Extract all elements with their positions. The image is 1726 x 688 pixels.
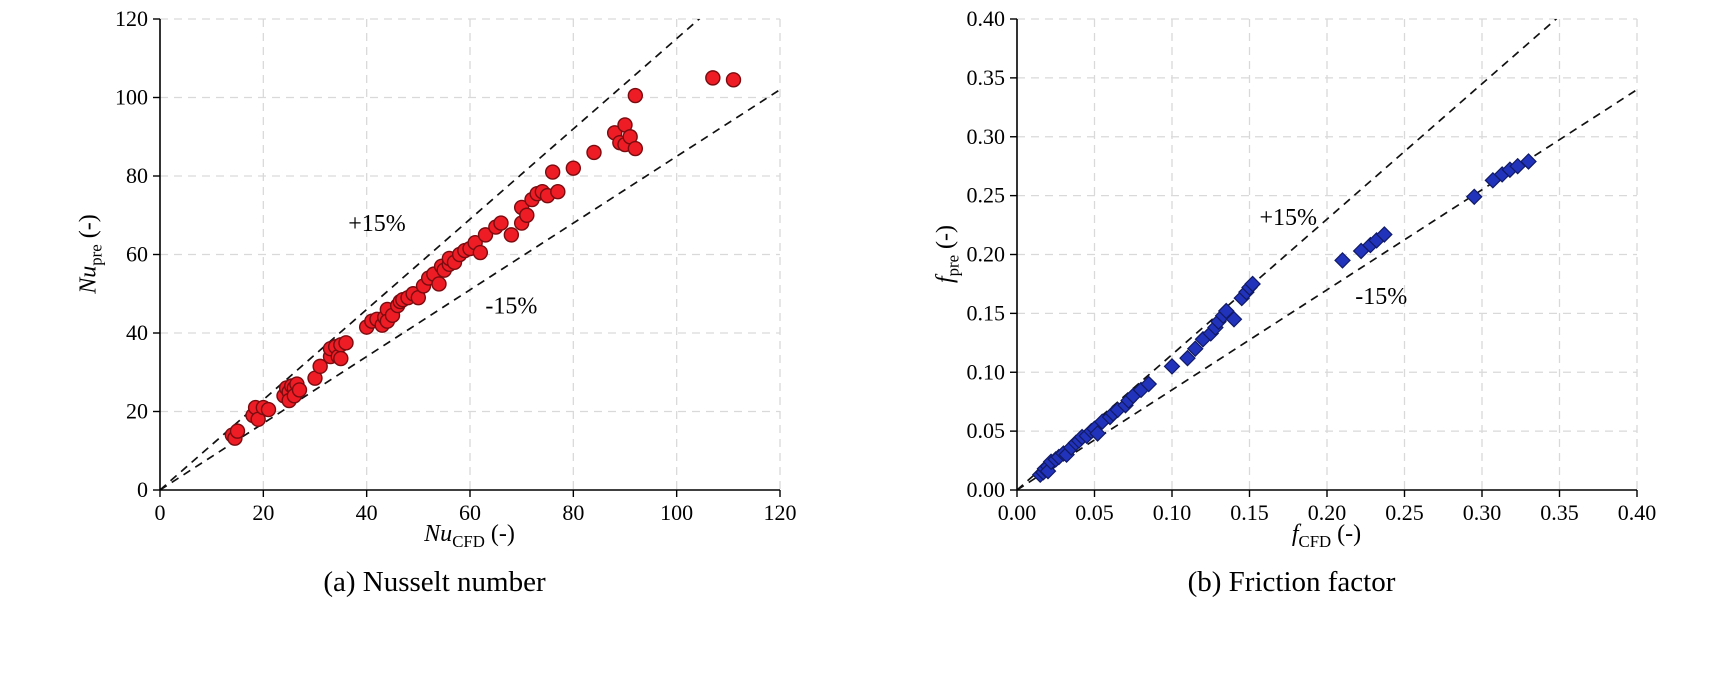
svg-text:0.40: 0.40 [966,6,1005,31]
svg-text:0.30: 0.30 [1462,500,1501,525]
svg-text:100: 100 [115,85,148,110]
svg-text:0.35: 0.35 [1540,500,1579,525]
friction-chart-area: 0.00 0.05 0.10 0.15 0.20 0.25 0.30 0.35 0.40 0.00… [922,4,1662,552]
svg-text:0.10: 0.10 [1152,500,1191,525]
svg-text:120: 120 [115,6,148,31]
svg-text:+15%: +15% [1259,205,1317,231]
svg-text:0.05: 0.05 [966,418,1005,443]
svg-text:60: 60 [459,500,481,525]
friction-x-axis-label: fCFD (-) [1291,521,1362,551]
svg-text:0.20: 0.20 [1307,500,1346,525]
svg-text:100: 100 [660,500,693,525]
svg-text:120: 120 [763,500,796,525]
svg-text:0.15: 0.15 [1230,500,1269,525]
svg-text:-15%: -15% [1355,284,1407,310]
nusselt-chart-area: 0 20 40 60 80 100 120 0 20 40 60 80 100 120 +15% -15% N… [65,4,805,552]
svg-text:0.00: 0.00 [966,477,1005,502]
svg-text:20: 20 [252,500,274,525]
friction-scatter-plot: 0.00 0.05 0.10 0.15 0.20 0.25 0.30 0.35 0.40 0.00… [966,6,1656,525]
nusselt-x-axis-label: NuCFD (-) [424,521,515,551]
svg-text:0: 0 [137,477,148,502]
svg-text:-15%: -15% [485,293,537,319]
svg-text:0.10: 0.10 [966,359,1005,384]
svg-text:60: 60 [126,242,148,267]
svg-text:0.40: 0.40 [1617,500,1656,525]
panel-nusselt: 0 20 40 60 80 100 120 0 20 40 60 80 100 120 +15% -15% N… [6,4,863,599]
svg-text:0.05: 0.05 [1075,500,1114,525]
svg-text:0.30: 0.30 [966,124,1005,149]
svg-text:0.25: 0.25 [1385,500,1424,525]
nusselt-y-axis-label: Nupre (-) [75,214,105,294]
svg-text:40: 40 [126,320,148,345]
svg-text:80: 80 [562,500,584,525]
panel-b-caption: (b) Friction factor [1187,566,1396,598]
svg-text:+15%: +15% [348,211,406,237]
panel-friction: 0.00 0.05 0.10 0.15 0.20 0.25 0.30 0.35 0.40 0.00… [863,4,1720,599]
svg-text:80: 80 [126,163,148,188]
svg-text:0.25: 0.25 [966,183,1005,208]
svg-text:0.20: 0.20 [966,242,1005,267]
svg-text:0.35: 0.35 [966,65,1005,90]
svg-text:0: 0 [154,500,165,525]
svg-text:0.15: 0.15 [966,300,1005,325]
nusselt-scatter-plot: 0 20 40 60 80 100 120 0 20 40 60 80 100 120 +15% -15% [115,6,797,525]
svg-text:20: 20 [126,399,148,424]
svg-text:40: 40 [355,500,377,525]
friction-y-axis-label: fpre (-) [932,224,962,284]
svg-text:0.00: 0.00 [997,500,1036,525]
panel-a-caption: (a) Nusselt number [323,566,546,598]
